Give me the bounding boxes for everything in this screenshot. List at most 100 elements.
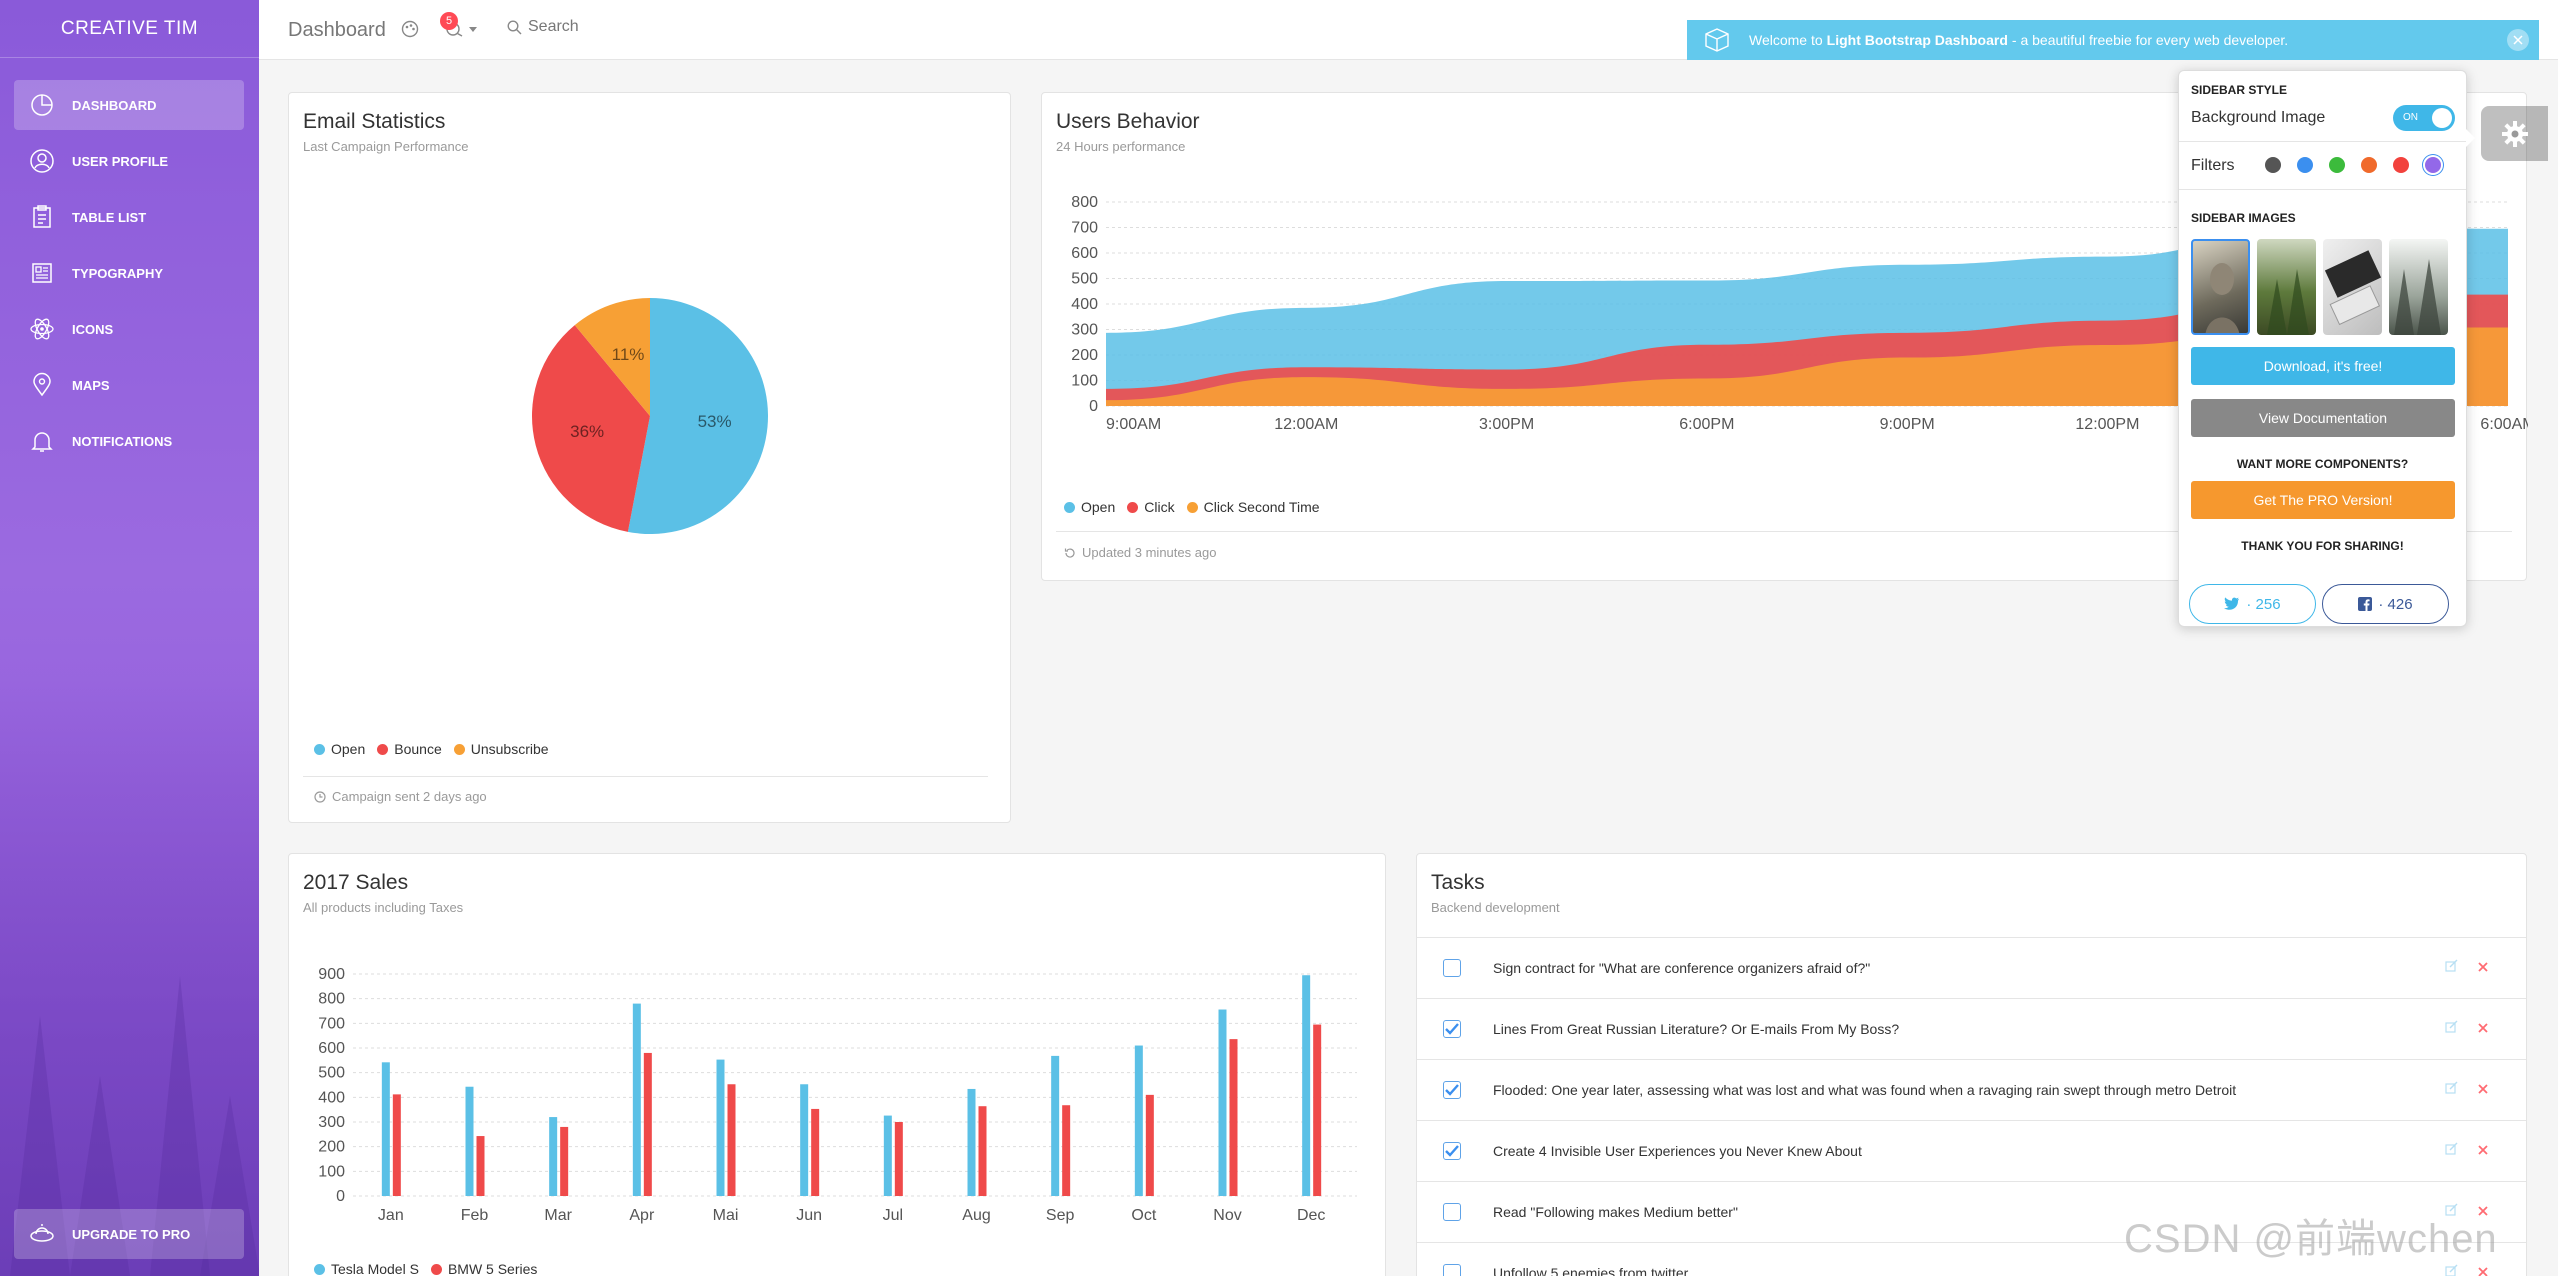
- card-title: Users Behavior: [1056, 110, 1200, 133]
- task-checkbox[interactable]: [1443, 1264, 1461, 1276]
- dropdown-arrow: [2466, 129, 2475, 147]
- bar-0-11: [1302, 975, 1311, 1196]
- edit-icon[interactable]: [2445, 1264, 2458, 1276]
- task-checkbox[interactable]: [1443, 1203, 1461, 1221]
- sidebar-image-forest[interactable]: [2257, 239, 2316, 335]
- x-tick-label: 12:00PM: [2075, 416, 2139, 433]
- chevron-down-icon[interactable]: [469, 27, 477, 32]
- sidebar-nav: DASHBOARD USER PROFILE TABLE LIST TYPOGR…: [14, 80, 244, 472]
- sidebar-image-laptop[interactable]: [2323, 239, 2382, 335]
- delete-icon[interactable]: [2478, 1264, 2488, 1276]
- twitter-share-button[interactable]: · 256: [2189, 584, 2316, 624]
- upgrade-to-pro-button[interactable]: UPGRADE TO PRO: [14, 1209, 244, 1259]
- sidebar-image-foggy-trees[interactable]: [2389, 239, 2448, 335]
- y-tick-label: 300: [318, 1114, 345, 1131]
- sidebar-style-header: SIDEBAR STYLE: [2191, 83, 2288, 97]
- notification-count-badge: 5: [440, 12, 458, 30]
- task-row: Flooded: One year later, assessing what …: [1417, 1059, 2526, 1120]
- sidebar-item-table-list[interactable]: TABLE LIST: [14, 192, 244, 242]
- get-pro-version-button[interactable]: Get The PRO Version!: [2191, 481, 2455, 519]
- sidebar-item-user-profile[interactable]: USER PROFILE: [14, 136, 244, 186]
- filter-swatch-green[interactable]: [2329, 157, 2345, 173]
- bar-0-8: [1051, 1055, 1060, 1196]
- background-image-label: Background Image: [2191, 109, 2326, 126]
- alien-icon: [28, 1220, 56, 1248]
- task-checkbox[interactable]: [1443, 959, 1461, 977]
- search-label: Search: [528, 18, 579, 35]
- sidebar-item-notifications[interactable]: NOTIFICATIONS: [14, 416, 244, 466]
- y-tick-label: 400: [1071, 296, 1098, 313]
- delete-icon[interactable]: [2478, 1020, 2488, 1038]
- sidebar-item-typography[interactable]: TYPOGRAPHY: [14, 248, 244, 298]
- upgrade-label: UPGRADE TO PRO: [72, 1226, 191, 1242]
- filter-swatch-red[interactable]: [2393, 157, 2409, 173]
- task-checkbox[interactable]: [1443, 1081, 1461, 1099]
- delete-icon[interactable]: [2478, 1142, 2488, 1160]
- bar-1-11: [1313, 1024, 1322, 1196]
- task-row: Read "Following makes Medium better": [1417, 1181, 2526, 1242]
- edit-icon[interactable]: [2445, 1142, 2458, 1160]
- download-button[interactable]: Download, it's free!: [2191, 347, 2455, 385]
- background-image-toggle[interactable]: ON: [2393, 105, 2455, 131]
- card-divider: [1056, 531, 2512, 532]
- card-footer: Campaign sent 2 days ago: [314, 789, 487, 804]
- history-icon: [1064, 547, 1075, 558]
- settings-toggle-button[interactable]: [2481, 106, 2548, 161]
- view-documentation-button[interactable]: View Documentation: [2191, 399, 2455, 437]
- sidebar-image-statue[interactable]: [2191, 239, 2250, 335]
- edit-icon[interactable]: [2445, 1081, 2458, 1099]
- edit-icon[interactable]: [2445, 1020, 2458, 1038]
- task-text: Sign contract for "What are conference o…: [1493, 960, 1871, 976]
- legend-label-tesla: Tesla Model S: [331, 1261, 419, 1276]
- page-title[interactable]: Dashboard: [288, 19, 386, 41]
- area-series-2: [1106, 327, 2508, 406]
- sidebar-item-dashboard[interactable]: DASHBOARD: [14, 80, 244, 130]
- x-tick-label: 3:00PM: [1479, 416, 1534, 433]
- task-checkbox[interactable]: [1443, 1020, 1461, 1038]
- pie-legend: Open Bounce Unsubscribe: [314, 741, 561, 757]
- brand-logo[interactable]: CREATIVE TIM: [0, 0, 259, 58]
- card-divider: [303, 776, 988, 777]
- edit-icon[interactable]: [2445, 959, 2458, 977]
- legend-label-open: Open: [1081, 499, 1116, 515]
- y-tick-label: 0: [336, 1188, 345, 1205]
- clock-icon: [314, 790, 326, 803]
- task-text: Unfollow 5 enemies from twitter: [1493, 1265, 1689, 1276]
- email-statistics-card: Email Statistics Last Campaign Performan…: [288, 92, 1011, 823]
- filter-swatch-purple[interactable]: [2425, 157, 2441, 173]
- filter-swatch-gray[interactable]: [2265, 157, 2281, 173]
- filter-swatch-orange[interactable]: [2361, 157, 2377, 173]
- bell-icon: [28, 427, 56, 455]
- y-tick-label: 200: [1071, 347, 1098, 364]
- y-tick-label: 700: [1071, 220, 1098, 237]
- filter-swatch-blue[interactable]: [2297, 157, 2313, 173]
- x-tick-label: Mar: [544, 1207, 572, 1224]
- edit-icon[interactable]: [2445, 1203, 2458, 1221]
- map-pin-icon: [28, 371, 56, 399]
- facebook-share-button[interactable]: · 426: [2322, 584, 2449, 624]
- pie-slice-0: [627, 298, 768, 534]
- card-subtitle: Backend development: [1431, 900, 1560, 915]
- delete-icon[interactable]: [2478, 1203, 2488, 1221]
- bar-0-4: [716, 1059, 725, 1196]
- bar-1-10: [1229, 1039, 1238, 1196]
- palette-icon[interactable]: [401, 20, 419, 43]
- search-button[interactable]: Search: [507, 18, 579, 36]
- x-tick-label: 12:00AM: [1274, 416, 1338, 433]
- card-subtitle: 24 Hours performance: [1056, 139, 1186, 154]
- close-icon[interactable]: [2507, 29, 2529, 51]
- delete-icon[interactable]: [2478, 959, 2488, 977]
- sidebar-item-label: ICONS: [72, 321, 114, 337]
- delete-icon[interactable]: [2478, 1081, 2488, 1099]
- task-checkbox[interactable]: [1443, 1142, 1461, 1160]
- bar-0-1: [465, 1086, 474, 1196]
- sidebar-item-icons[interactable]: ICONS: [14, 304, 244, 354]
- watermark: CSDN @前端wchen: [2124, 1217, 2498, 1261]
- bar-1-2: [560, 1126, 569, 1196]
- legend-dot-click: [1127, 501, 1139, 513]
- y-tick-label: 400: [318, 1089, 345, 1106]
- sidebar-item-maps[interactable]: MAPS: [14, 360, 244, 410]
- sidebar-item-label: DASHBOARD: [72, 97, 157, 113]
- sidebar-item-label: USER PROFILE: [72, 153, 169, 169]
- bar-1-3: [643, 1052, 652, 1196]
